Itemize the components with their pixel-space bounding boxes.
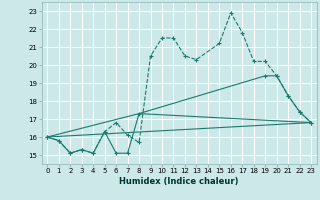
- X-axis label: Humidex (Indice chaleur): Humidex (Indice chaleur): [119, 177, 239, 186]
